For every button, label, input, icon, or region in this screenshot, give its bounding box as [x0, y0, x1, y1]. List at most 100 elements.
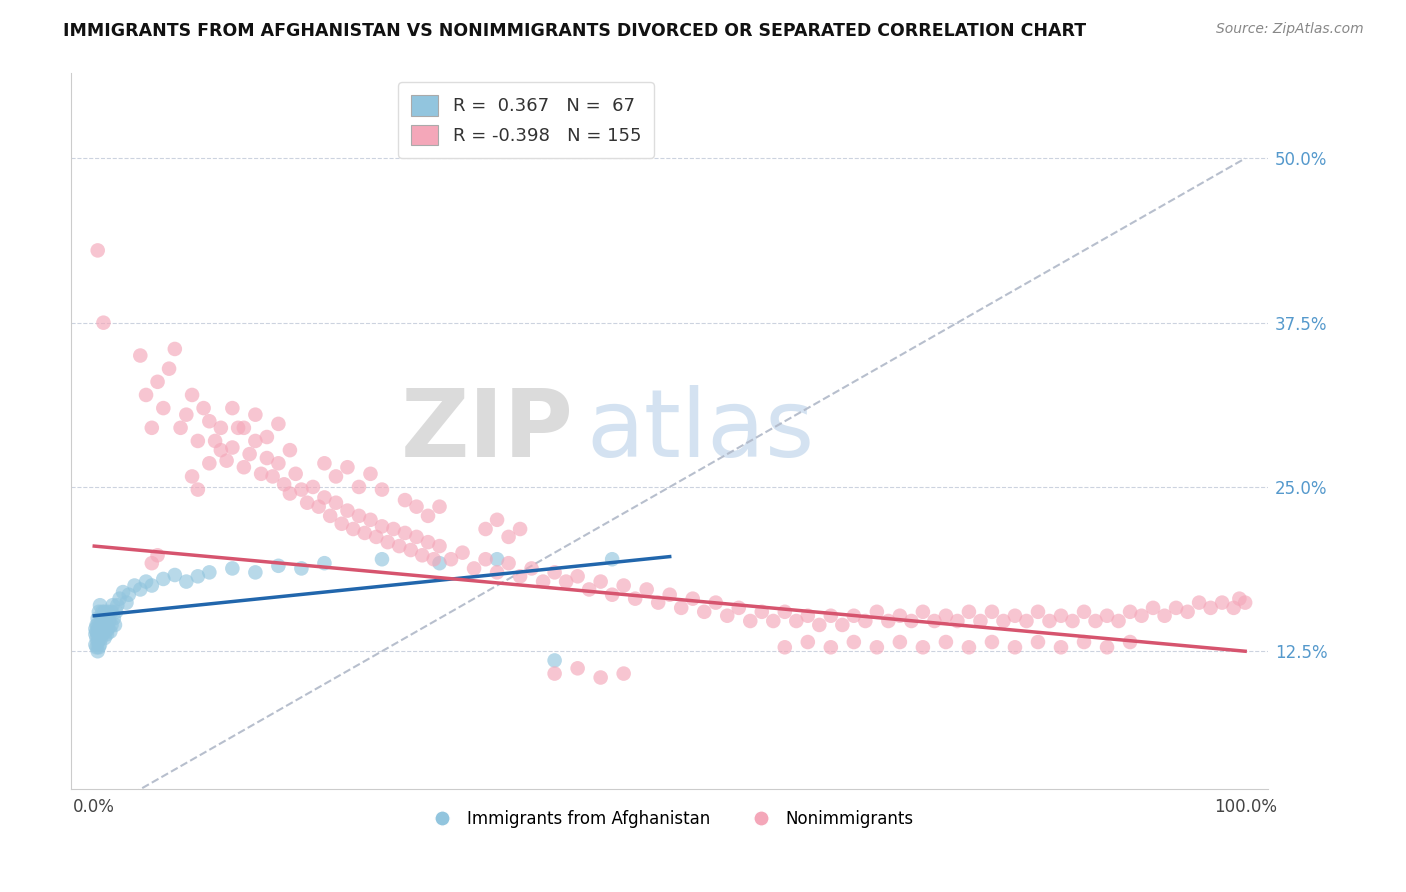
Point: [658, 588, 681, 602]
Point: [957, 605, 980, 619]
Point: [924, 614, 946, 628]
Point: [416, 508, 439, 523]
Point: [89, 627, 111, 641]
Point: [256, 430, 278, 444]
Point: [141, 556, 163, 570]
Point: [647, 596, 669, 610]
Point: [284, 467, 307, 481]
Point: [1153, 608, 1175, 623]
Point: [152, 572, 174, 586]
Point: [1130, 608, 1153, 623]
Point: [416, 535, 439, 549]
Point: [1164, 600, 1187, 615]
Point: [1199, 600, 1222, 615]
Point: [86, 631, 108, 645]
Point: [89, 618, 111, 632]
Point: [129, 582, 152, 597]
Point: [87, 622, 110, 636]
Point: [613, 666, 636, 681]
Point: [104, 618, 127, 632]
Point: [773, 605, 796, 619]
Point: [93, 316, 115, 330]
Point: [86, 624, 108, 639]
Point: [1050, 608, 1073, 623]
Point: [1038, 614, 1060, 628]
Point: [359, 513, 381, 527]
Point: [135, 388, 157, 402]
Point: [1062, 614, 1084, 628]
Point: [842, 635, 865, 649]
Point: [1004, 640, 1026, 655]
Point: [97, 622, 120, 636]
Point: [163, 342, 186, 356]
Point: [498, 556, 520, 570]
Point: [84, 622, 107, 636]
Point: [87, 631, 110, 645]
Point: [347, 480, 370, 494]
Point: [94, 624, 117, 639]
Point: [797, 635, 820, 649]
Point: [115, 596, 138, 610]
Point: [325, 496, 347, 510]
Point: [245, 434, 267, 448]
Point: [105, 605, 128, 619]
Point: [91, 618, 114, 632]
Point: [221, 441, 243, 455]
Point: [245, 566, 267, 580]
Point: [87, 605, 110, 619]
Point: [273, 477, 295, 491]
Point: [91, 605, 114, 619]
Point: [198, 566, 221, 580]
Point: [135, 574, 157, 589]
Point: [86, 611, 108, 625]
Point: [221, 401, 243, 416]
Point: [543, 566, 565, 580]
Point: [751, 605, 773, 619]
Point: [187, 483, 209, 497]
Point: [146, 549, 169, 563]
Point: [853, 614, 876, 628]
Point: [693, 605, 716, 619]
Point: [290, 561, 312, 575]
Point: [957, 640, 980, 655]
Point: [842, 608, 865, 623]
Point: [543, 653, 565, 667]
Point: [1095, 640, 1118, 655]
Point: [371, 483, 394, 497]
Point: [451, 546, 474, 560]
Point: [278, 486, 301, 500]
Point: [613, 578, 636, 592]
Point: [221, 561, 243, 575]
Point: [474, 552, 496, 566]
Point: [86, 635, 108, 649]
Point: [89, 599, 111, 613]
Point: [103, 611, 125, 625]
Point: [797, 608, 820, 623]
Point: [290, 483, 312, 497]
Point: [169, 421, 191, 435]
Point: [93, 614, 115, 628]
Point: [716, 608, 738, 623]
Point: [1119, 605, 1142, 619]
Point: [308, 500, 330, 514]
Point: [935, 608, 957, 623]
Point: [98, 624, 121, 639]
Point: [382, 522, 405, 536]
Text: Source: ZipAtlas.com: Source: ZipAtlas.com: [1216, 22, 1364, 37]
Point: [1188, 596, 1211, 610]
Point: [543, 666, 565, 681]
Point: [267, 456, 290, 470]
Point: [176, 574, 198, 589]
Point: [1177, 605, 1199, 619]
Point: [124, 578, 146, 592]
Point: [820, 640, 842, 655]
Point: [105, 599, 128, 613]
Point: [1142, 600, 1164, 615]
Point: [820, 608, 842, 623]
Point: [215, 453, 238, 467]
Point: [463, 561, 485, 575]
Point: [366, 530, 388, 544]
Point: [1108, 614, 1130, 628]
Point: [1015, 614, 1038, 628]
Point: [1234, 596, 1257, 610]
